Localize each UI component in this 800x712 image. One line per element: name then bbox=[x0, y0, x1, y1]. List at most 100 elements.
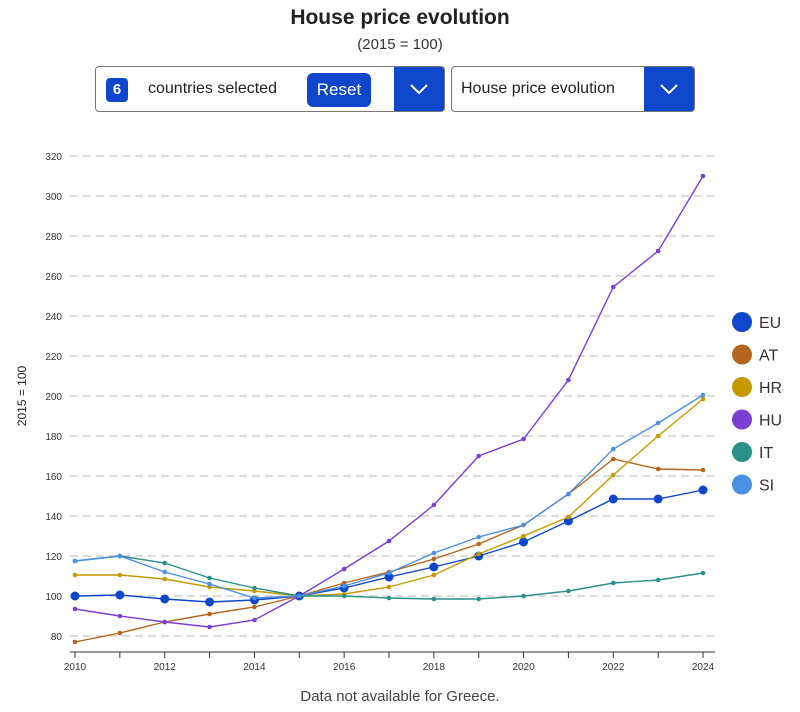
data-point-si bbox=[566, 491, 571, 497]
data-point-hr bbox=[117, 572, 123, 578]
legend-marker-hr bbox=[732, 377, 752, 397]
data-point-it bbox=[252, 585, 257, 591]
x-tick-label: 2018 bbox=[423, 662, 446, 673]
data-point-eu bbox=[563, 516, 573, 526]
legend-marker-at bbox=[732, 344, 752, 365]
data-point-it bbox=[521, 593, 526, 599]
data-point-hu bbox=[207, 624, 212, 630]
data-point-eu bbox=[115, 590, 125, 600]
reset-button[interactable]: Reset bbox=[307, 73, 371, 107]
x-tick-label: 2014 bbox=[243, 662, 266, 673]
country-selector[interactable]: 6 countries selected Reset bbox=[95, 66, 445, 112]
data-point-it bbox=[566, 588, 571, 594]
data-point-at bbox=[431, 556, 437, 562]
chevron-down-icon bbox=[660, 84, 678, 95]
data-point-hr bbox=[431, 572, 437, 578]
data-point-si bbox=[431, 550, 437, 556]
data-point-hr bbox=[386, 584, 392, 590]
data-point-si bbox=[521, 522, 526, 528]
data-point-it bbox=[386, 595, 392, 601]
data-point-si bbox=[162, 569, 168, 575]
data-point-si bbox=[386, 570, 392, 576]
data-point-it bbox=[207, 575, 212, 581]
y-tick-label: 240 bbox=[45, 312, 62, 323]
data-point-it bbox=[610, 580, 616, 586]
y-axis-label: 2015 = 100 bbox=[15, 365, 29, 426]
indicator-value: House price evolution bbox=[461, 80, 615, 97]
series-line-si bbox=[74, 394, 704, 599]
indicator-dropdown-toggle[interactable] bbox=[644, 67, 694, 111]
indicator-selector[interactable]: House price evolution bbox=[451, 66, 695, 112]
y-tick-label: 120 bbox=[45, 552, 62, 563]
data-point-hr bbox=[610, 472, 616, 478]
data-point-at bbox=[72, 639, 78, 645]
legend-label-at: AT bbox=[759, 348, 778, 365]
data-point-hu bbox=[610, 284, 616, 290]
page-subtitle: (2015 = 100) bbox=[357, 36, 443, 53]
data-point-eu bbox=[160, 594, 170, 604]
data-point-si bbox=[476, 534, 482, 540]
chevron-down-icon bbox=[410, 84, 428, 95]
data-point-hu bbox=[162, 619, 168, 625]
x-tick-label: 2020 bbox=[512, 662, 535, 673]
y-tick-label: 180 bbox=[45, 432, 62, 443]
data-point-eu bbox=[429, 562, 439, 572]
data-point-eu bbox=[608, 494, 618, 504]
data-point-si bbox=[341, 583, 347, 589]
data-point-eu bbox=[384, 572, 394, 582]
data-point-hu bbox=[117, 613, 123, 619]
data-point-si bbox=[700, 392, 706, 398]
series-line-hr bbox=[75, 398, 704, 597]
footnote: Data not available for Greece. bbox=[300, 688, 500, 705]
data-point-hu bbox=[700, 173, 706, 179]
legend-marker-hu bbox=[732, 409, 752, 430]
legend-marker-si bbox=[732, 474, 752, 495]
data-point-hr bbox=[700, 396, 706, 402]
legend-label-it: IT bbox=[759, 445, 773, 462]
data-point-hr bbox=[162, 576, 168, 582]
legend-label-eu: EU bbox=[759, 315, 781, 332]
data-point-si bbox=[296, 593, 302, 599]
data-point-si bbox=[610, 446, 616, 452]
data-point-hu bbox=[521, 436, 526, 442]
y-tick-label: 140 bbox=[45, 512, 62, 523]
y-tick-label: 280 bbox=[45, 232, 62, 243]
legend-marker-eu bbox=[732, 312, 752, 332]
y-tick-label: 200 bbox=[45, 392, 62, 403]
data-point-si bbox=[117, 553, 123, 559]
data-point-si bbox=[655, 420, 661, 426]
data-point-si bbox=[207, 581, 212, 587]
data-point-at bbox=[476, 541, 482, 547]
data-point-hr bbox=[655, 433, 661, 439]
data-point-eu bbox=[70, 591, 80, 601]
data-point-hr bbox=[476, 551, 482, 557]
data-point-at bbox=[117, 630, 123, 636]
data-point-hr bbox=[521, 533, 526, 539]
data-point-eu bbox=[653, 494, 663, 504]
data-point-it bbox=[655, 577, 661, 583]
country-dropdown-toggle[interactable] bbox=[394, 67, 444, 111]
data-point-hu bbox=[252, 617, 257, 623]
series-line-at bbox=[74, 458, 704, 643]
selected-count-label: countries selected bbox=[148, 80, 277, 97]
legend-label-si: SI bbox=[759, 478, 774, 495]
data-point-it bbox=[341, 593, 347, 599]
x-tick-label: 2024 bbox=[692, 662, 715, 673]
data-point-it bbox=[700, 570, 706, 576]
data-point-hu bbox=[341, 566, 347, 572]
series-line-hu bbox=[74, 175, 704, 628]
y-tick-label: 80 bbox=[51, 632, 63, 643]
data-point-hu bbox=[655, 248, 661, 254]
y-tick-label: 300 bbox=[45, 192, 62, 203]
data-point-at bbox=[207, 611, 212, 617]
legend-label-hr: HR bbox=[759, 380, 782, 397]
data-point-hu bbox=[566, 377, 571, 383]
x-tick-label: 2022 bbox=[602, 662, 625, 673]
data-point-it bbox=[162, 560, 168, 566]
data-point-eu bbox=[698, 485, 708, 495]
x-tick-label: 2012 bbox=[154, 662, 177, 673]
data-point-si bbox=[72, 558, 78, 564]
data-point-at bbox=[610, 456, 616, 462]
